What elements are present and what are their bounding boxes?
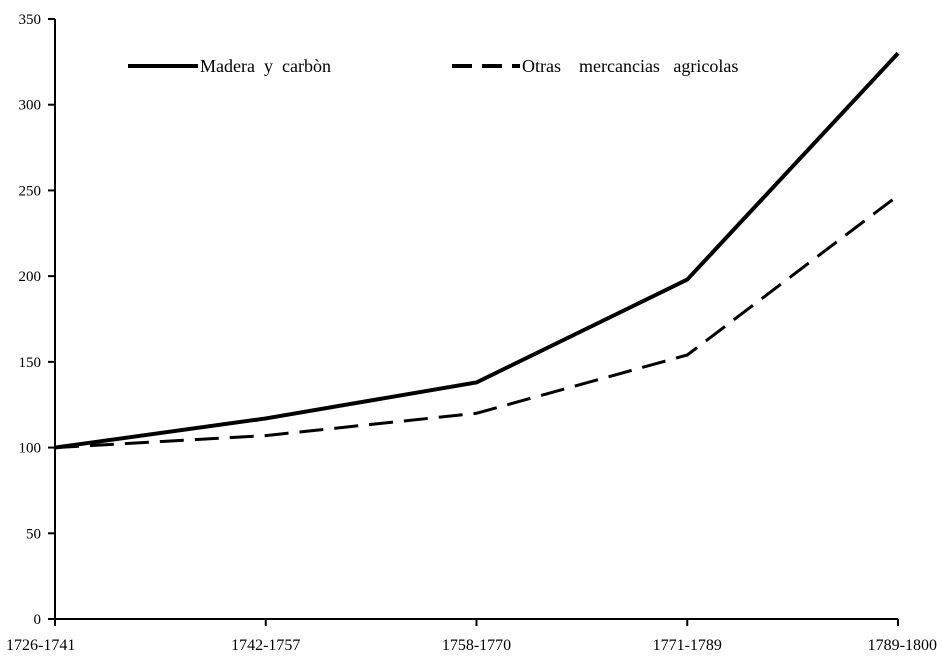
y-tick-label: 100: [19, 441, 42, 457]
axes: [54, 19, 898, 620]
legend-label: Otras mercancias agricolas: [522, 56, 738, 76]
y-tick-label: 200: [19, 269, 42, 285]
x-tick-label: 1726-1741: [6, 637, 75, 654]
x-tick-label: 1771-1789: [653, 637, 722, 654]
legend-label: Madera y carbòn: [200, 56, 331, 76]
y-tick-label: 150: [19, 355, 42, 371]
y-tick-label: 50: [26, 526, 41, 542]
x-tick-label: 1742-1757: [231, 637, 300, 654]
x-tick-label: 1789-1800: [868, 637, 937, 654]
y-tick-label: 350: [19, 12, 42, 28]
x-axis-ticks: 1726-1741 1742-1757 1758-1770 1771-1789 1789…: [6, 619, 937, 654]
y-tick-label: 0: [34, 612, 42, 628]
series-lines: [54, 51, 900, 450]
series-line-otras-mercancias: [54, 194, 899, 450]
y-tick-label: 300: [19, 98, 42, 114]
series-line-madera-carbon: [54, 51, 900, 450]
legend: Madera y carbòn Otras mercancias agricola…: [128, 56, 738, 76]
y-axis-ticks: 0 50 100 150 200 250 300 350: [19, 12, 55, 628]
x-tick-label: 1758-1770: [442, 637, 511, 654]
y-tick-label: 250: [19, 183, 42, 199]
